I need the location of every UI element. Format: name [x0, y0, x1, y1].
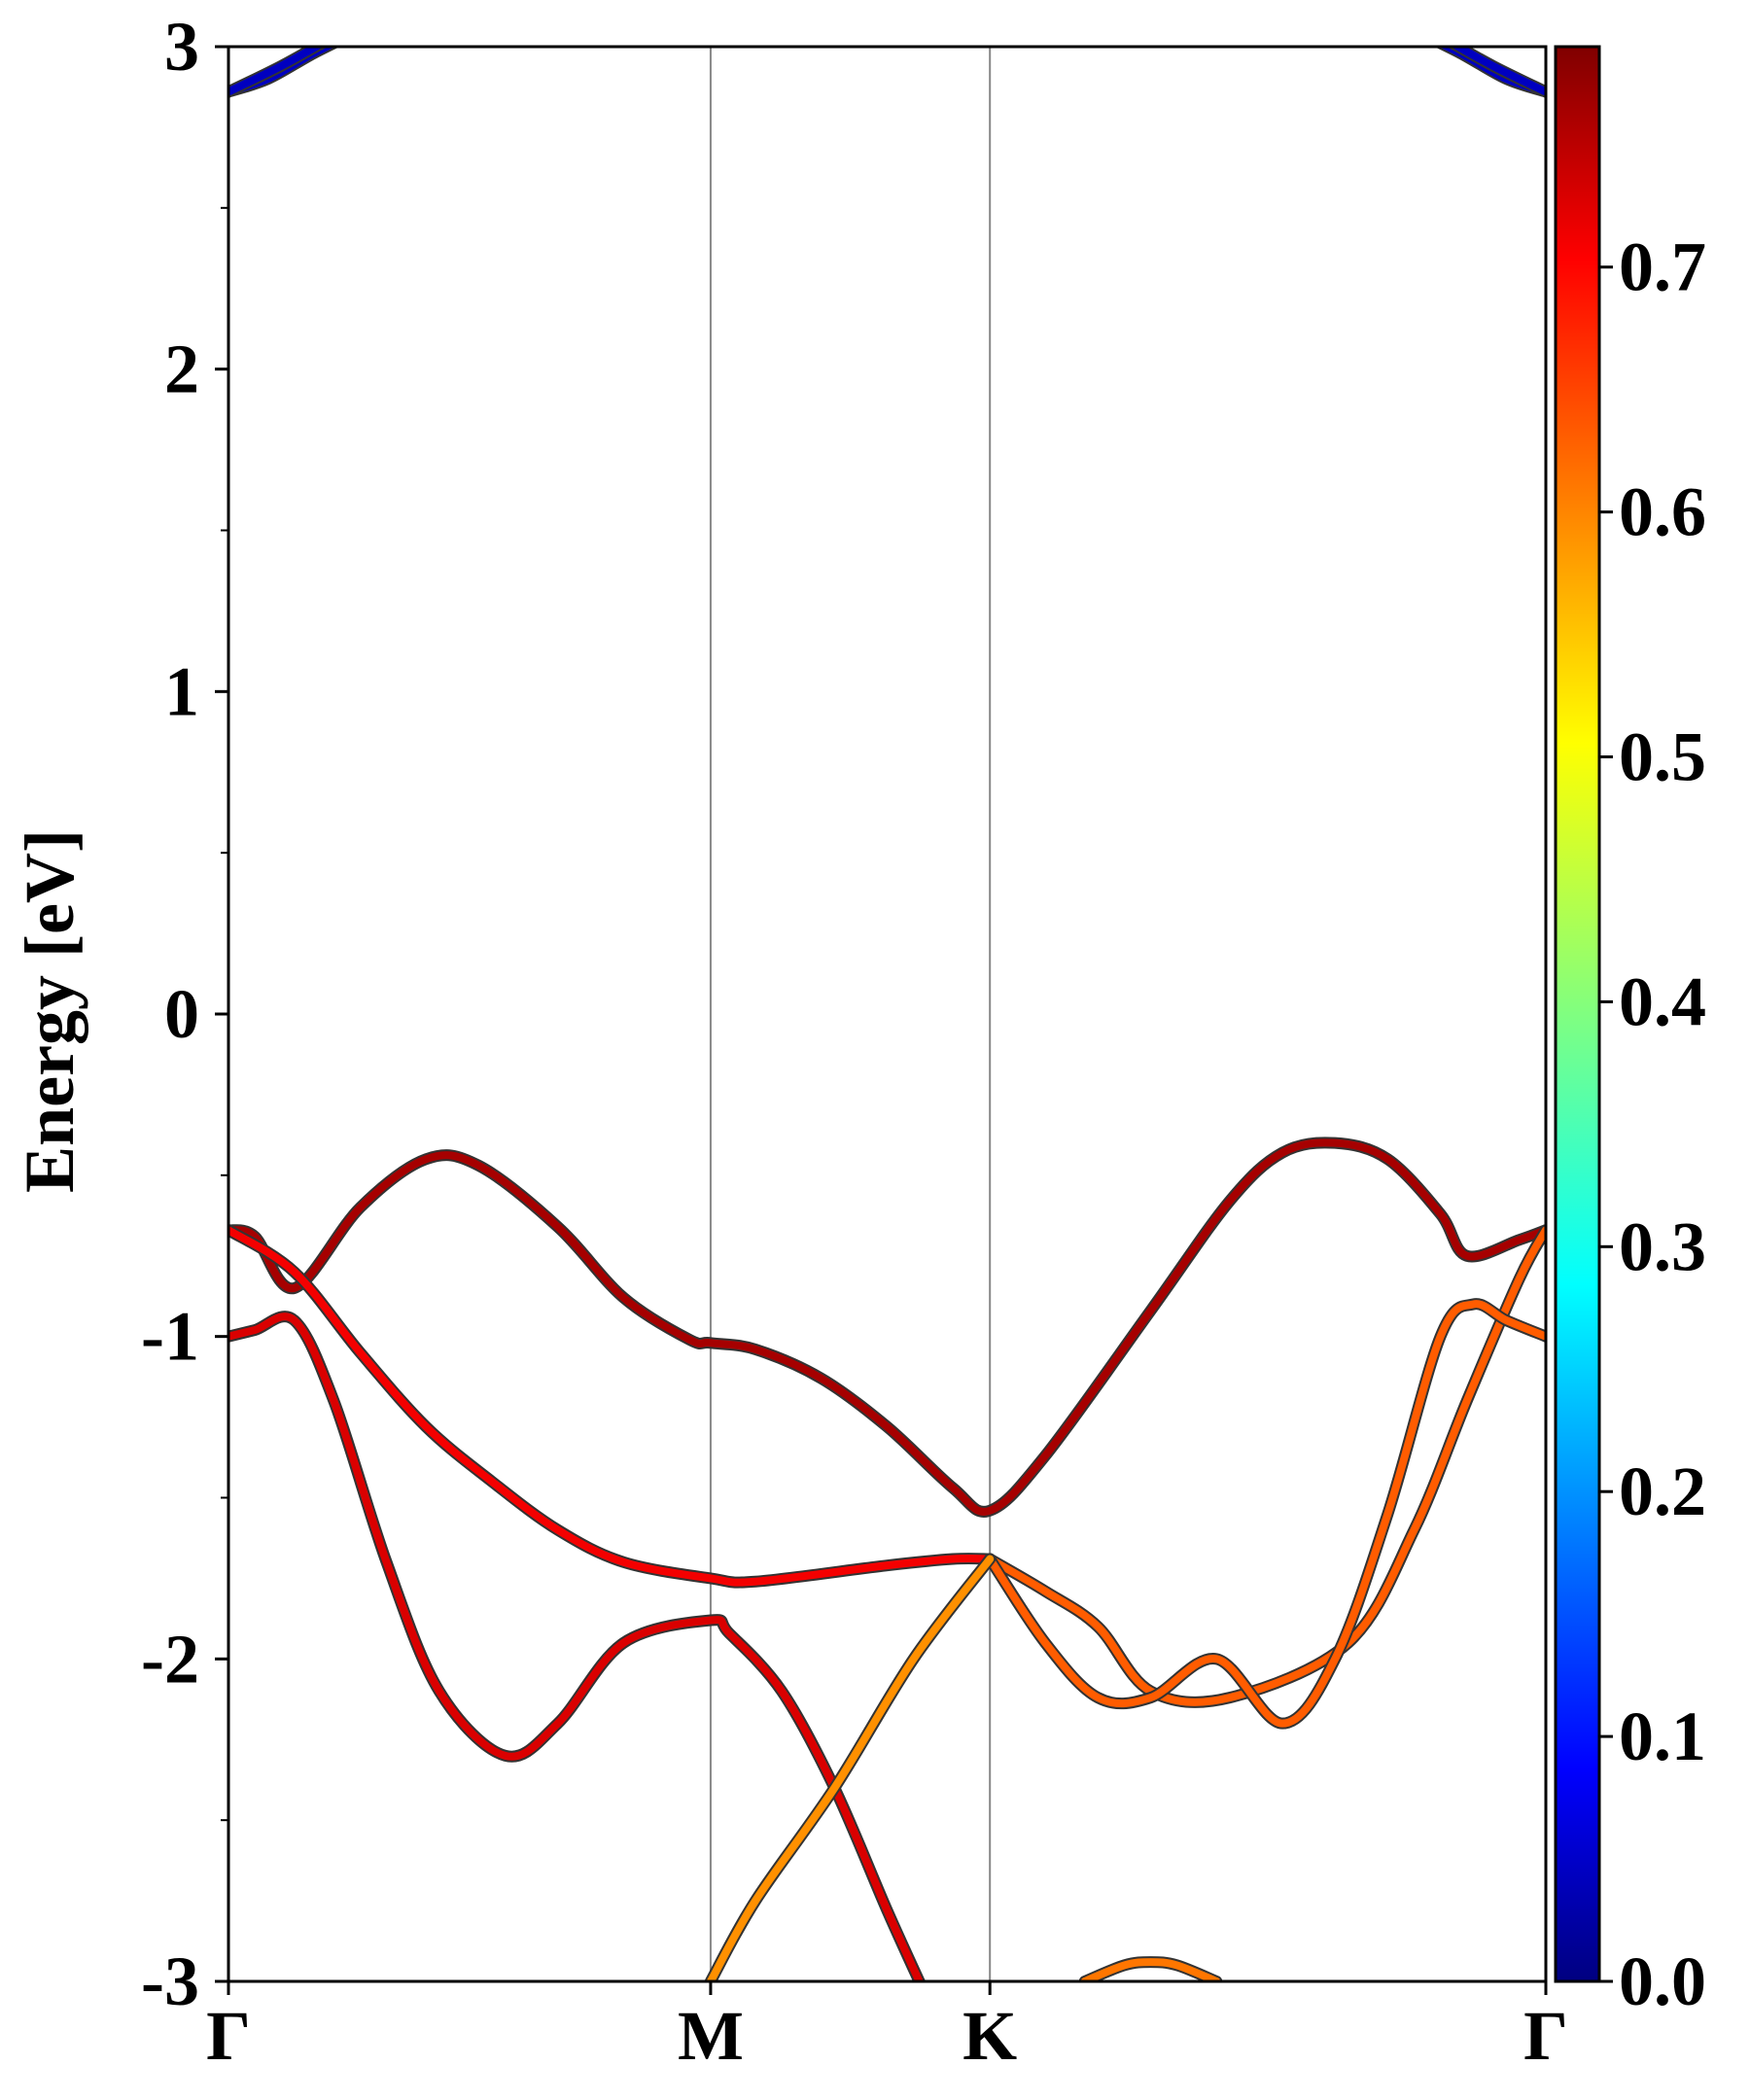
band-7: [986, 1226, 1546, 1706]
band-9: [706, 1555, 995, 1981]
colorbar-tick-label: 0.6: [1619, 473, 1706, 551]
colorbar-tick-label: 0.4: [1619, 962, 1706, 1040]
colorbar-tick-label: 0.7: [1619, 228, 1706, 306]
kpath-divider-lines: [709, 47, 992, 1981]
band-outline-9: [704, 1553, 997, 1981]
y-tick-label: 0: [164, 975, 199, 1053]
band-curves: [228, 47, 1546, 1981]
colorbar: [1554, 45, 1601, 1983]
x-tick-label-K: K: [962, 1997, 1017, 2075]
y-tick-label: -2: [141, 1620, 199, 1698]
band-5: [228, 1226, 995, 1587]
y-tick-label: 1: [164, 652, 199, 730]
band-8: [986, 1300, 1546, 1728]
y-tick-label: 2: [164, 331, 199, 408]
band-10: [1080, 1958, 1221, 1981]
colorbar-axis: 0.0 0.1 0.2 0.3 0.4 0.5 0.6 0.7: [1599, 228, 1706, 2020]
band-3: [1450, 47, 1546, 96]
band-6: [228, 1312, 924, 1981]
x-tick-label-Γ: Γ: [206, 1997, 251, 2075]
colorbar-tick-label: 0.3: [1619, 1208, 1706, 1285]
band-1: [228, 47, 325, 96]
x-tick-label-M: M: [678, 1997, 744, 2075]
colorbar-tick-label: 0.5: [1619, 718, 1706, 796]
y-axis: 3 2 1 0 -1 -2 -3: [141, 8, 228, 2020]
band-outline-4: [228, 1137, 1546, 1518]
colorbar-tick-label: 0.2: [1619, 1452, 1706, 1530]
colorbar-tick-label: 0.1: [1619, 1698, 1706, 1775]
band-outline-8: [984, 1298, 1546, 1730]
y-tick-label: -3: [141, 1942, 199, 2020]
y-axis-label: Energy [eV]: [11, 829, 88, 1193]
y-tick-label: -1: [141, 1298, 199, 1376]
band-4: [228, 1138, 1546, 1516]
colorbar-tick-label: 0.0: [1619, 1942, 1706, 2020]
x-tick-label-Γ: Γ: [1523, 1997, 1568, 2075]
y-tick-label: 3: [164, 8, 199, 86]
band-outline-6: [228, 1311, 927, 1981]
